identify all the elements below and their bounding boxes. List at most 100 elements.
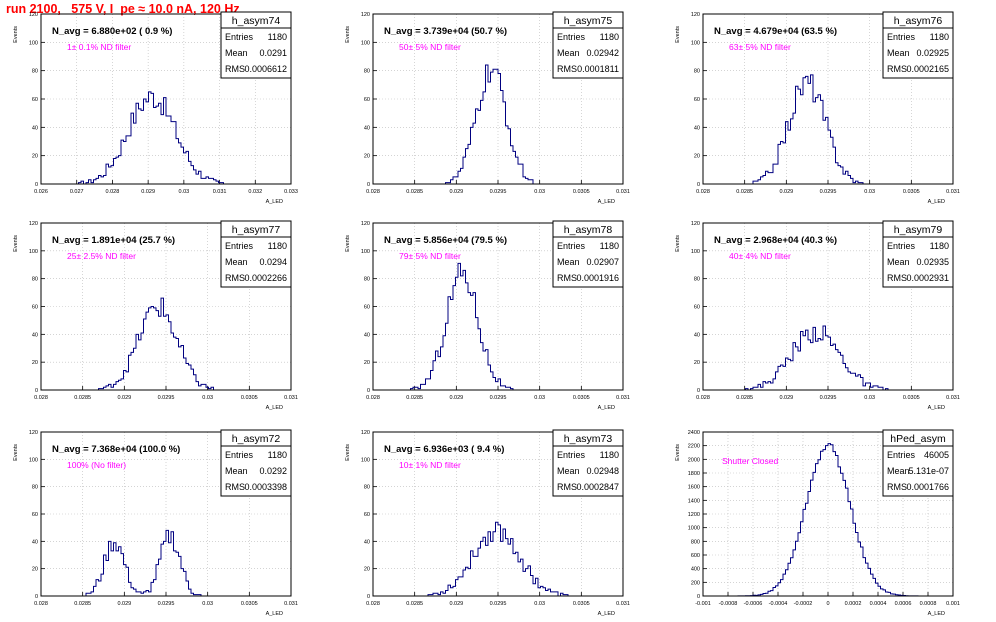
- x-axis-title: A_LED: [266, 199, 283, 205]
- plot-frame: [40, 431, 292, 597]
- stats-value-rms: 0.0001766: [906, 482, 949, 492]
- y-tick-label: 80: [364, 69, 370, 75]
- y-tick-label: 2200: [688, 444, 700, 450]
- y-tick-label: 100: [29, 40, 38, 46]
- y-axis-title: Events: [345, 444, 351, 461]
- y-tick-label: 20: [364, 154, 370, 160]
- y-tick-label: 60: [32, 512, 38, 518]
- navg-label: N_avg = 4.679e+04 (63.5 %): [714, 26, 837, 37]
- x-tick-label: 0.028: [34, 395, 48, 401]
- stats-label-entries: Entries: [887, 450, 916, 460]
- histogram-panel-h_asym78: 0.028 0.0285 0.029 0.0295 0.03 0.0305 0.031 0 20…: [345, 220, 630, 411]
- stats-label-rms: RMS: [887, 273, 907, 283]
- x-tick-label: 0.027: [70, 189, 84, 195]
- x-tick-label: 0.026: [34, 189, 48, 195]
- y-tick-label: 20: [364, 360, 370, 366]
- histogram-panel-hPed_asym: -0.001 -0.0008 -0.0006 -0.0004 -0.0002 0 0.000…: [675, 429, 960, 617]
- y-tick-label: 600: [691, 553, 700, 559]
- x-axis-title: A_LED: [266, 405, 283, 411]
- stats-label-rms: RMS: [557, 482, 577, 492]
- y-tick-label: 1400: [688, 498, 700, 504]
- x-tick-label: 0.0305: [903, 395, 920, 401]
- x-tick-label: 0.031: [616, 189, 630, 195]
- y-tick-label: 80: [364, 277, 370, 283]
- y-tick-label: 1800: [688, 471, 700, 477]
- x-tick-label: 0.028: [106, 189, 120, 195]
- x-tick-label: 0.028: [366, 189, 380, 195]
- stats-value-entries: 1180: [600, 241, 619, 251]
- histogram-panel-h_asym74: 0.026 0.027 0.028 0.029 0.03 0.031 0.032 0.033 0…: [13, 11, 298, 205]
- x-axis-title: A_LED: [598, 199, 615, 205]
- stats-box-frame: [882, 11, 954, 79]
- y-tick-label: 40: [32, 125, 38, 131]
- histogram-steps: [703, 325, 953, 391]
- stats-box: h_asym77 Entries 1180 Mean 0.0294 RMS 0.000226…: [220, 220, 292, 288]
- x-tick-label: 0: [826, 601, 829, 607]
- stats-value-entries: 1180: [930, 241, 949, 251]
- y-tick-label: 0: [367, 182, 370, 188]
- stats-box: h_asym72 Entries 1180 Mean 0.0292 RMS 0.000339…: [220, 429, 292, 497]
- y-tick-label: 20: [32, 567, 38, 573]
- x-tick-label: 0.029: [141, 189, 155, 195]
- y-tick-label: 20: [32, 154, 38, 160]
- x-tick-label: 0.028: [366, 601, 380, 607]
- stats-box: h_asym75 Entries 1180 Mean 0.02942 RMS 0.00018…: [552, 11, 624, 79]
- x-tick-label: 0.03: [202, 601, 213, 607]
- y-axis-title: Events: [675, 444, 681, 461]
- histogram-panel-h_asym79: 0.028 0.0285 0.029 0.0295 0.03 0.0305 0.031 0 20…: [675, 220, 960, 411]
- x-tick-label: 0.029: [779, 395, 793, 401]
- x-tick-label: 0.0305: [903, 189, 920, 195]
- x-tick-label: 0.001: [946, 601, 960, 607]
- stats-label-entries: Entries: [225, 450, 254, 460]
- x-tick-label: 0.0305: [241, 601, 258, 607]
- x-tick-label: 0.0295: [158, 601, 175, 607]
- y-tick-label: 120: [691, 221, 700, 227]
- y-tick-label: 100: [29, 249, 38, 255]
- histogram-steps: [703, 443, 953, 597]
- y-tick-label: 0: [35, 594, 38, 600]
- y-tick-label: 120: [29, 430, 38, 436]
- x-tick-label: -0.0002: [794, 601, 813, 607]
- x-tick-label: 0.028: [696, 189, 710, 195]
- navg-label: N_avg = 6.880e+02 ( 0.9 %): [52, 26, 172, 37]
- stats-label-mean: Mean: [557, 48, 580, 58]
- y-tick-label: 2400: [688, 430, 700, 436]
- x-tick-label: 0.0006: [895, 601, 912, 607]
- x-tick-label: 0.031: [946, 189, 960, 195]
- y-tick-label: 80: [32, 485, 38, 491]
- stats-box-title: h_asym76: [894, 15, 943, 27]
- stats-box-title: h_asym77: [232, 224, 281, 236]
- y-tick-label: 20: [364, 567, 370, 573]
- stats-box-title: h_asym73: [564, 433, 613, 445]
- x-tick-label: -0.0004: [769, 601, 788, 607]
- y-tick-label: 100: [361, 249, 370, 255]
- x-tick-label: -0.0008: [719, 601, 738, 607]
- x-axis-title: A_LED: [598, 611, 615, 617]
- stats-box: h_asym74 Entries 1180 Mean 0.0291 RMS 0.000661…: [220, 11, 292, 79]
- stats-label-mean: Mean: [225, 466, 248, 476]
- x-tick-label: 0.0285: [736, 395, 753, 401]
- histogram-panel-h_asym75: 0.028 0.0285 0.029 0.0295 0.03 0.0305 0.031 0 20…: [345, 11, 630, 205]
- stats-value-rms: 0.0002266: [244, 273, 287, 283]
- y-tick-label: 20: [694, 154, 700, 160]
- histogram-panel-h_asym76: 0.028 0.0285 0.029 0.0295 0.03 0.0305 0.031 0 20…: [675, 11, 960, 205]
- stats-box-title: h_asym79: [894, 224, 943, 236]
- x-tick-label: 0.029: [117, 601, 131, 607]
- y-tick-label: 60: [364, 512, 370, 518]
- y-axis-title: Events: [13, 26, 19, 43]
- y-tick-label: 120: [691, 12, 700, 18]
- y-tick-label: 100: [29, 457, 38, 463]
- stats-label-mean: Mean: [225, 48, 248, 58]
- stats-label-rms: RMS: [225, 64, 245, 74]
- stats-value-entries: 1180: [268, 450, 287, 460]
- stats-value-rms: 0.0003398: [244, 482, 287, 492]
- y-tick-label: 0: [697, 182, 700, 188]
- y-axis-title: Events: [345, 235, 351, 252]
- plot-frame: [372, 222, 624, 391]
- x-tick-label: 0.0305: [241, 395, 258, 401]
- x-tick-label: 0.03: [178, 189, 189, 195]
- filter-label: 50± 5% ND filter: [399, 42, 461, 52]
- stats-label-entries: Entries: [887, 241, 916, 251]
- stats-value-entries: 1180: [600, 450, 619, 460]
- stats-box-title: h_asym74: [232, 15, 281, 27]
